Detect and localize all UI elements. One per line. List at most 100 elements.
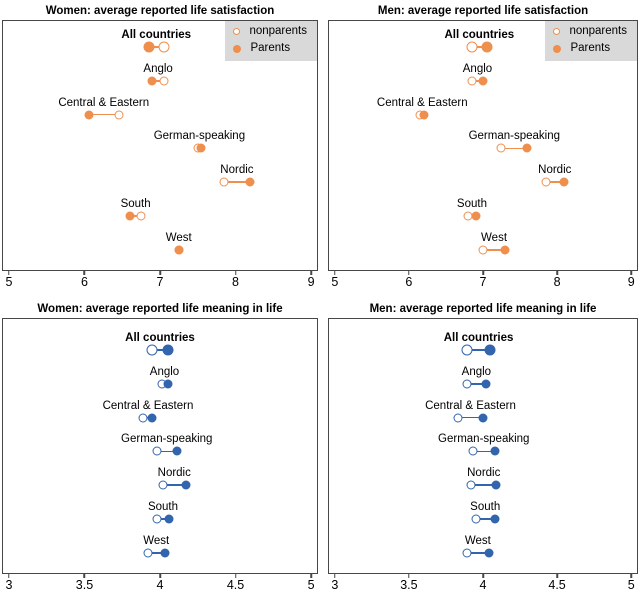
axis-tick-label: 9 xyxy=(627,275,635,289)
x-axis: 3 3.5 4 4.5 5 xyxy=(2,574,318,597)
connector-line xyxy=(466,383,486,385)
connector-line xyxy=(163,484,186,486)
x-axis: 5 6 7 8 9 xyxy=(328,271,638,293)
nonparents-dot xyxy=(146,344,158,356)
parents-dot xyxy=(196,143,206,153)
chart-title: Men: average reported life meaning in li… xyxy=(369,303,597,315)
plot-area: nonparents Parents All countries Anglo Cen… xyxy=(2,20,318,271)
parents-dot xyxy=(490,514,500,524)
axis-tick xyxy=(482,574,484,578)
parents-dot xyxy=(174,245,184,255)
category-label: South xyxy=(147,501,179,513)
axis-tick xyxy=(310,271,312,275)
axis-tick xyxy=(408,574,410,578)
category-label: All countries xyxy=(444,29,515,41)
plot-area: All countries Anglo Central & Eastern Germa… xyxy=(328,318,638,574)
axis-tick xyxy=(556,271,558,275)
legend-item-parents: Parents xyxy=(553,42,627,55)
parents-dot xyxy=(160,548,169,558)
parents-dot xyxy=(559,177,569,187)
connector-line xyxy=(156,518,169,520)
connector-line xyxy=(457,416,483,419)
parents-dot xyxy=(147,413,157,423)
category-label: Central & Eastern xyxy=(425,399,516,412)
category-label: South xyxy=(470,501,501,513)
axis-tick xyxy=(83,574,86,578)
nonparents-dot xyxy=(136,211,146,221)
category-label: All countries xyxy=(125,332,195,344)
chart-title: Women: average reported life meaning in … xyxy=(37,303,283,315)
category-label: West xyxy=(165,231,192,244)
parents-dot xyxy=(172,446,181,456)
parents-dot xyxy=(84,110,94,120)
panel-women-life-satisfaction: Women: average reported life satisfactio… xyxy=(2,0,318,293)
connector-line xyxy=(88,113,119,116)
axis-tick-label: 7 xyxy=(479,275,487,289)
panel-men-life-satisfaction: Men: average reported life satisfaction … xyxy=(328,0,638,293)
parents-marker-icon xyxy=(553,44,562,53)
parents-dot xyxy=(522,143,532,153)
axis-tick xyxy=(630,574,632,578)
nonparents-dot xyxy=(478,245,488,255)
parents-dot xyxy=(419,110,429,120)
parents-dot xyxy=(500,245,510,255)
legend: nonparents Parents xyxy=(225,21,317,61)
axis-tick xyxy=(310,574,312,578)
category-label: Central & Eastern xyxy=(58,96,150,109)
axis-tick xyxy=(83,271,86,275)
parents-dot xyxy=(164,514,174,524)
parents-marker-icon xyxy=(233,44,242,53)
axis-tick xyxy=(334,574,336,578)
parents-dot xyxy=(478,413,488,423)
axis-tick xyxy=(234,574,237,578)
axis-tick-label: 3.5 xyxy=(400,578,418,592)
parents-dot xyxy=(163,379,172,389)
nonparents-dot xyxy=(158,41,170,53)
axis-tick-label: 6 xyxy=(80,275,88,289)
legend-item-parents: Parents xyxy=(233,42,307,55)
nonparents-dot xyxy=(461,344,473,356)
category-label: Nordic xyxy=(467,467,501,480)
nonparents-dot xyxy=(158,480,168,490)
connector-line xyxy=(483,249,506,251)
nonparents-dot xyxy=(219,177,229,187)
category-label: Anglo xyxy=(143,62,173,75)
nonparents-dot xyxy=(466,480,476,490)
category-label: German-speaking xyxy=(121,433,213,446)
nonparents-dot xyxy=(453,413,463,423)
connector-line xyxy=(466,552,489,554)
axis-tick xyxy=(556,574,558,578)
x-axis: 3 3.5 4 4.5 5 xyxy=(328,574,638,597)
axis-tick-label: 4 xyxy=(156,578,164,592)
nonparents-dot xyxy=(114,110,124,120)
axis-tick xyxy=(159,271,161,275)
parents-dot xyxy=(481,41,493,53)
nonparents-dot xyxy=(143,548,153,558)
category-label: Central & Eastern xyxy=(102,399,194,412)
category-label: West xyxy=(481,231,508,244)
nonparents-dot xyxy=(152,514,162,524)
connector-line xyxy=(129,215,142,217)
plot-area: All countries Anglo Central & Eastern Germa… xyxy=(2,318,318,574)
category-label: Central & Eastern xyxy=(376,96,468,109)
axis-tick xyxy=(408,271,410,275)
connector-line xyxy=(466,349,491,351)
legend-label-parents: Parents xyxy=(570,42,611,54)
category-label: German-speaking xyxy=(468,130,560,143)
axis-tick-label: 5 xyxy=(5,275,13,289)
plot-area: nonparents Parents All countries Anglo Cen… xyxy=(328,20,638,271)
axis-tick xyxy=(334,271,336,275)
connector-line xyxy=(501,147,528,150)
category-label: Anglo xyxy=(461,365,492,378)
legend-label-nonparents: nonparents xyxy=(249,25,307,37)
connector-line xyxy=(471,46,487,48)
axis-tick xyxy=(482,271,484,275)
legend-item-nonparents: nonparents xyxy=(553,25,627,38)
parents-dot xyxy=(162,344,173,356)
nonparents-dot xyxy=(462,548,472,558)
legend: nonparents Parents xyxy=(545,21,637,61)
axis-tick xyxy=(234,271,237,275)
category-label: Anglo xyxy=(462,62,493,75)
category-label: Anglo xyxy=(149,365,180,378)
axis-tick-label: 6 xyxy=(405,275,413,289)
